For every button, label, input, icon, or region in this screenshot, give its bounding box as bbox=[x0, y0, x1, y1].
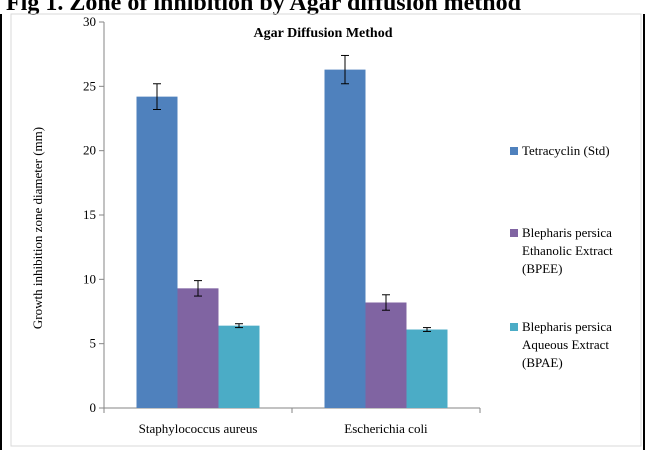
y-tick-label: 20 bbox=[83, 143, 96, 158]
legend-label: (BPAE) bbox=[522, 355, 563, 370]
legend-label: Blepharis persica bbox=[522, 319, 612, 334]
y-tick-label: 5 bbox=[90, 336, 97, 351]
y-tick-label: 10 bbox=[83, 271, 96, 286]
x-tick-label: Staphylococcus aureus bbox=[139, 421, 258, 436]
y-axis-label: Growth inhibition zone diameter (mm) bbox=[30, 127, 45, 329]
legend-label: Tetracyclin (Std) bbox=[522, 143, 610, 158]
y-tick-label: 0 bbox=[90, 400, 97, 415]
figure-caption: Fig 1. Zone of inhibition by Agar diffus… bbox=[6, 0, 521, 16]
legend-label: Ethanolic Extract bbox=[522, 243, 613, 258]
bar bbox=[177, 288, 219, 408]
bar bbox=[218, 325, 260, 408]
y-tick-label: 15 bbox=[83, 207, 96, 222]
chart-area-border bbox=[10, 13, 642, 447]
bar bbox=[406, 329, 448, 408]
y-tick-label: 30 bbox=[83, 14, 96, 29]
legend-swatch bbox=[510, 147, 518, 155]
x-tick-label: Escherichia coli bbox=[344, 421, 428, 436]
legend-swatch bbox=[510, 229, 518, 237]
legend-label: (BPEE) bbox=[522, 261, 562, 276]
bar bbox=[365, 302, 407, 408]
bar bbox=[136, 96, 178, 409]
legend-swatch bbox=[510, 323, 518, 331]
chart-title: Agar Diffusion Method bbox=[254, 26, 393, 41]
legend-label: Blepharis persica bbox=[522, 225, 612, 240]
bar bbox=[324, 69, 366, 409]
legend-label: Aqueous Extract bbox=[522, 337, 609, 352]
y-tick-label: 25 bbox=[83, 78, 96, 93]
